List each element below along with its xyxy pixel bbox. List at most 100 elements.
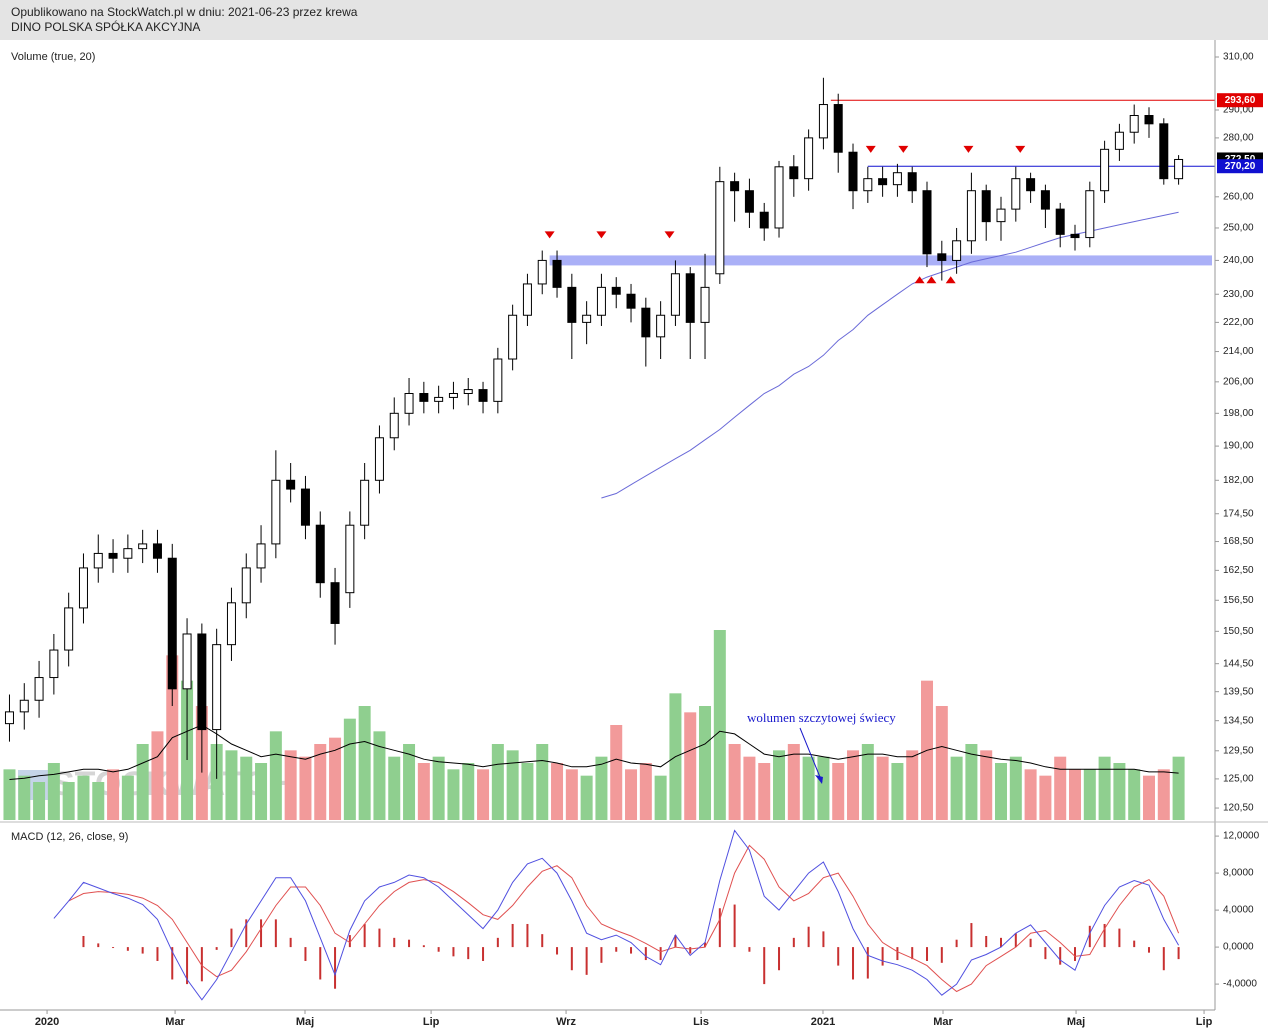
x-tick-label: 2021 xyxy=(811,1016,835,1028)
volume-bar xyxy=(3,769,16,820)
y-tick-label: 144,50 xyxy=(1223,658,1254,669)
volume-bar xyxy=(832,763,845,820)
signal-marker xyxy=(664,231,675,239)
y-tick-label: 134,50 xyxy=(1223,715,1254,726)
moving-average-line xyxy=(601,211,1179,499)
y-tick-label: 250,00 xyxy=(1223,223,1254,234)
volume-bar xyxy=(1172,756,1185,820)
histogram-bar xyxy=(985,936,988,948)
volume-bar xyxy=(965,744,978,820)
histogram-bar xyxy=(1162,947,1165,971)
volume-bar xyxy=(1157,769,1170,820)
histogram-bar xyxy=(866,947,869,979)
plot-layer: STOCKWATCH310,00290,00280,00260,00250,00… xyxy=(3,52,1263,1028)
histogram-bar xyxy=(141,947,144,954)
candle-body xyxy=(1085,190,1095,239)
histogram-bar xyxy=(482,947,485,961)
candle-body xyxy=(1070,233,1080,239)
volume-bar xyxy=(595,756,608,820)
volume-bar xyxy=(62,782,75,820)
y-tick-label: 214,00 xyxy=(1223,346,1254,357)
candle-body xyxy=(892,172,902,186)
volume-bar xyxy=(743,756,756,820)
arrow-head xyxy=(815,775,823,784)
volume-bar xyxy=(950,756,963,820)
volume-bar xyxy=(1083,769,1096,820)
volume-bar xyxy=(210,744,223,820)
candle-body xyxy=(1129,115,1139,133)
candle-body xyxy=(878,178,888,186)
candle-body xyxy=(818,104,828,139)
candle-body xyxy=(226,602,236,646)
histogram-bar xyxy=(200,947,203,982)
x-tick-label: Lis xyxy=(693,1016,709,1028)
volume-bar xyxy=(136,744,149,820)
y-tick-label: 12,0000 xyxy=(1223,831,1260,842)
header-line: DINO POLSKA SPÓŁKA AKCYJNA xyxy=(11,19,200,34)
volume-bar xyxy=(373,731,386,820)
header-line: Opublikowano na StockWatch.pl w dniu: 20… xyxy=(11,5,358,19)
candle-body xyxy=(360,479,370,526)
y-tick-label: 190,00 xyxy=(1223,441,1254,452)
volume-bar xyxy=(521,763,534,820)
volume-bar xyxy=(107,769,120,820)
candle-body xyxy=(1100,148,1110,192)
volume-bar xyxy=(506,750,519,820)
histogram-bar xyxy=(274,919,277,948)
histogram-bar xyxy=(1177,947,1180,960)
histogram-bar xyxy=(822,931,825,948)
volume-bar xyxy=(447,769,460,820)
y-tick-label: 139,50 xyxy=(1223,686,1254,697)
histogram-bar xyxy=(911,947,914,960)
signal-marker xyxy=(544,231,555,239)
candle-body xyxy=(493,358,503,402)
candle-body xyxy=(419,392,429,402)
candle-body xyxy=(330,582,340,624)
candle-body xyxy=(300,488,310,526)
candle-body xyxy=(4,711,14,725)
volume-bar xyxy=(299,756,312,820)
volume-bar xyxy=(536,744,549,820)
signal-marker xyxy=(1015,145,1026,153)
histogram-bar xyxy=(940,947,943,963)
volume-bar xyxy=(284,750,297,820)
histogram-bar xyxy=(496,937,499,948)
candle-body xyxy=(596,286,606,316)
volume-bar xyxy=(343,718,356,820)
candle-body xyxy=(522,283,532,316)
histogram-bar xyxy=(659,947,662,961)
histogram-bar xyxy=(674,935,677,948)
candle-body xyxy=(848,151,858,192)
volume-bar xyxy=(432,756,445,820)
histogram-bar xyxy=(881,947,884,966)
histogram-bar xyxy=(97,943,100,948)
y-tick-label: 129,50 xyxy=(1223,745,1254,756)
volume-bar xyxy=(551,763,564,820)
histogram-bar xyxy=(1088,925,1091,948)
candle-body xyxy=(345,524,355,594)
y-tick-label: 4,0000 xyxy=(1223,905,1254,916)
histogram-bar xyxy=(570,947,573,971)
candle-body xyxy=(197,633,207,731)
y-tick-label: 156,50 xyxy=(1223,595,1254,606)
signal-marker xyxy=(898,145,909,153)
volume-bar xyxy=(625,769,638,820)
candle-body xyxy=(1144,115,1154,125)
volume-bar xyxy=(329,737,342,820)
y-tick-label: 162,50 xyxy=(1223,565,1254,576)
volume-bar xyxy=(1039,775,1052,820)
volume-bar xyxy=(787,744,800,820)
macd-line xyxy=(53,829,1180,1001)
candle-body xyxy=(582,314,592,323)
histogram-bar xyxy=(363,923,366,948)
panel-label: MACD (12, 26, close, 9) xyxy=(11,831,128,843)
candle-body xyxy=(744,190,754,213)
candle-body xyxy=(1055,208,1065,235)
volume-bar xyxy=(1113,763,1126,820)
candle-body xyxy=(49,649,59,679)
candle-body xyxy=(34,677,44,701)
histogram-bar xyxy=(245,919,248,948)
volume-bar xyxy=(639,763,652,820)
candle-body xyxy=(1026,178,1036,192)
candle-body xyxy=(434,396,444,402)
